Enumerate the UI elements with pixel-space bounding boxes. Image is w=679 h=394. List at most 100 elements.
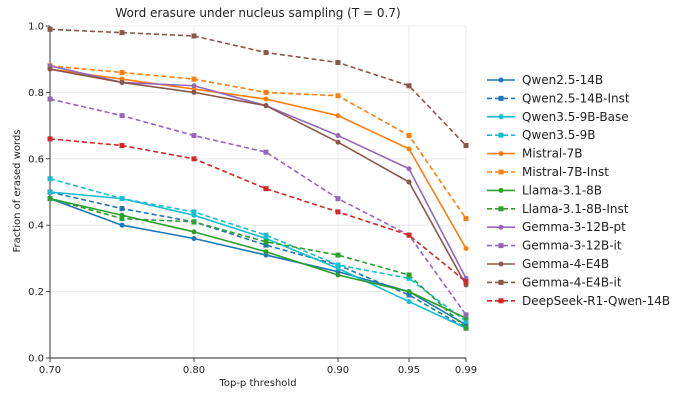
data-point <box>47 136 53 142</box>
data-point <box>498 243 504 249</box>
data-point <box>191 235 197 241</box>
data-point <box>406 146 412 152</box>
x-tick-label: 0.80 <box>183 365 205 376</box>
data-point <box>406 179 412 185</box>
data-point <box>263 239 269 245</box>
data-point <box>47 96 53 102</box>
legend-entry: Gemma-3-12B-it <box>487 239 622 253</box>
data-point <box>463 325 469 331</box>
data-point <box>498 224 504 230</box>
data-point <box>498 95 504 101</box>
series-qwen3-5-9b-base <box>47 189 469 331</box>
chart-title: Word erasure under nucleus sampling (T =… <box>115 6 400 20</box>
legend-label: Gemma-3-12B-it <box>522 239 622 253</box>
data-point <box>406 83 412 89</box>
data-point <box>335 262 341 268</box>
data-point <box>119 143 125 149</box>
legend-entry: Qwen2.5-14B <box>487 73 603 87</box>
data-point <box>406 133 412 139</box>
data-point <box>119 79 125 85</box>
data-point <box>263 96 269 102</box>
data-point <box>263 50 269 56</box>
series-line <box>49 28 467 147</box>
data-point <box>335 196 341 202</box>
data-point <box>498 298 504 304</box>
data-point <box>335 272 341 278</box>
data-point <box>263 89 269 95</box>
series-qwen2-5-14b-inst <box>47 189 469 331</box>
y-tick-label: 0.8 <box>28 88 44 99</box>
legend-entry: Gemma-4-E4B-it <box>487 275 622 289</box>
data-point <box>191 133 197 139</box>
data-point <box>263 149 269 155</box>
data-point <box>191 76 197 82</box>
y-tick-label: 0.6 <box>28 154 44 165</box>
data-point <box>463 279 469 285</box>
data-point <box>498 132 504 138</box>
data-point <box>406 166 412 172</box>
data-point <box>119 69 125 75</box>
y-tick-label: 1.0 <box>28 22 44 33</box>
data-point <box>191 156 197 162</box>
legend-label: Gemma-3-12B-pt <box>522 220 626 234</box>
legend-label: Gemma-4-E4B-it <box>522 275 622 289</box>
data-point <box>263 249 269 255</box>
legend-entry: Qwen3.5-9B <box>487 128 596 142</box>
y-tick-label: 0.0 <box>28 354 44 365</box>
data-point <box>463 143 469 149</box>
series-gemma-3-12b-it <box>47 96 469 318</box>
legend-label: Gemma-4-E4B <box>522 257 609 271</box>
series-deepseek-r1-qwen-14b <box>47 136 469 285</box>
legend-entry: Gemma-4-E4B <box>487 257 609 271</box>
data-point <box>47 66 53 72</box>
data-point <box>498 151 504 157</box>
series-gemma-3-12b-pt <box>47 63 469 281</box>
data-point <box>463 245 469 251</box>
series-gemma-4-e4b-it <box>47 26 469 149</box>
y-tick-label: 0.2 <box>28 287 44 298</box>
series-qwen2-5-14b <box>47 196 469 328</box>
series-llama-3-1-8b <box>47 196 469 321</box>
data-point <box>191 229 197 235</box>
data-point <box>191 83 197 89</box>
data-point <box>119 196 125 202</box>
data-point <box>263 242 269 248</box>
legend-label: Mistral-7B <box>522 147 582 161</box>
data-point <box>191 209 197 215</box>
data-point <box>335 93 341 99</box>
legend: Qwen2.5-14B Qwen2.5-14B-Inst Qwen3.5-9B-Ba… <box>487 73 670 308</box>
data-point <box>498 187 504 193</box>
data-point <box>263 103 269 109</box>
data-point <box>119 222 125 228</box>
data-point <box>498 206 504 212</box>
data-point <box>191 89 197 95</box>
data-point <box>119 216 125 222</box>
data-point <box>498 261 504 267</box>
data-point <box>463 216 469 222</box>
data-point <box>406 289 412 295</box>
data-point <box>335 60 341 66</box>
data-point <box>406 272 412 278</box>
series-llama-3-1-8b-inst <box>47 196 469 331</box>
grid <box>49 25 467 359</box>
x-tick-label: 0.95 <box>398 365 420 376</box>
data-point <box>335 139 341 145</box>
legend-entry: Llama-3.1-8B <box>487 183 602 197</box>
series-line <box>49 197 467 326</box>
data-point <box>406 292 412 298</box>
series-line <box>49 138 467 283</box>
data-point <box>498 169 504 175</box>
legend-label: DeepSeek-R1-Qwen-14B <box>522 294 670 308</box>
data-point <box>498 114 504 120</box>
data-point <box>47 176 53 182</box>
data-point <box>335 113 341 119</box>
legend-entry: Qwen3.5-9B-Base <box>487 110 629 124</box>
data-point <box>498 279 504 285</box>
data-point <box>335 133 341 139</box>
data-point <box>406 299 412 305</box>
data-point <box>119 206 125 212</box>
legend-entry: Gemma-3-12B-pt <box>487 220 626 234</box>
data-point <box>119 113 125 119</box>
data-point <box>119 30 125 36</box>
